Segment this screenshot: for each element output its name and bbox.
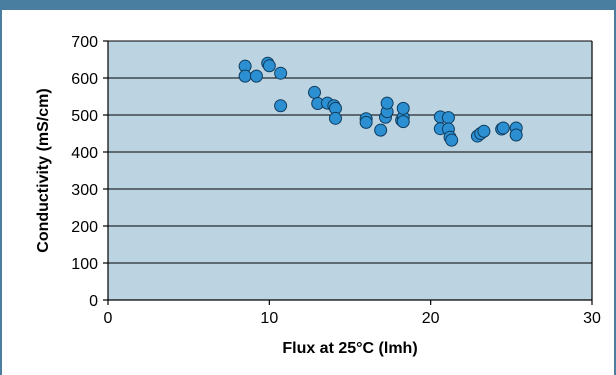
- data-point: [477, 124, 491, 138]
- x-tick-label: 0: [104, 310, 113, 327]
- data-point: [274, 99, 288, 113]
- data-point: [380, 96, 394, 110]
- data-points: [238, 56, 523, 147]
- data-point: [238, 69, 252, 83]
- data-point: [328, 111, 342, 125]
- data-point: [374, 123, 388, 137]
- data-point: [359, 115, 373, 129]
- y-tick-label: 500: [71, 108, 98, 125]
- data-point: [249, 69, 263, 83]
- figure-top-band: [0, 0, 616, 10]
- data-point: [509, 128, 523, 142]
- y-tick-label: 600: [71, 71, 98, 88]
- figure-left-rule: [0, 10, 2, 375]
- y-axis-tick-labels: 0 100 200 300 400 500 600 700: [71, 34, 98, 310]
- y-tick-label: 300: [71, 182, 98, 199]
- data-point: [496, 121, 510, 135]
- x-axis-tick-labels: 0 10 20 30: [104, 310, 601, 327]
- figure-right-rule: [614, 10, 616, 375]
- data-point: [441, 111, 455, 125]
- data-point: [308, 85, 322, 99]
- y-tick-label: 400: [71, 145, 98, 162]
- y-tick-label: 100: [71, 256, 98, 273]
- y-tick-label: 0: [89, 293, 98, 310]
- y-tick-label: 200: [71, 219, 98, 236]
- x-tick-label: 20: [422, 310, 440, 327]
- data-point: [445, 133, 459, 147]
- plot-area: [108, 41, 592, 300]
- y-tick-label: 700: [71, 34, 98, 51]
- gridlines: [108, 40, 592, 264]
- data-point: [262, 59, 276, 73]
- y-axis-title: Conductivity (mS/cm): [35, 88, 52, 252]
- data-point: [274, 66, 288, 80]
- data-point: [396, 115, 410, 129]
- data-point: [396, 101, 410, 115]
- axes: [103, 40, 593, 305]
- x-axis-title: Flux at 25°C (lmh): [282, 340, 417, 357]
- x-tick-label: 30: [583, 310, 601, 327]
- x-tick-label: 10: [260, 310, 278, 327]
